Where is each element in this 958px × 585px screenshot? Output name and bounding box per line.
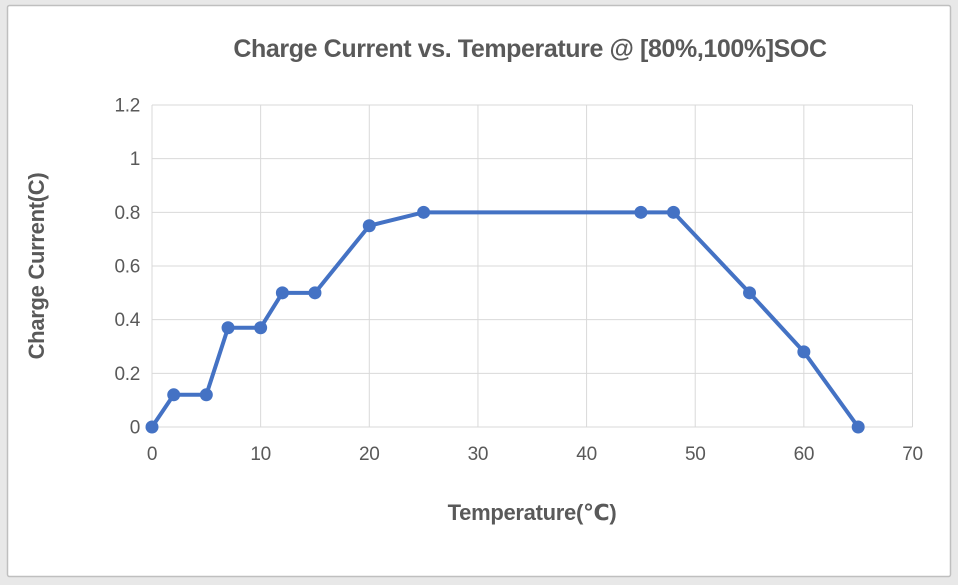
- y-tick-label: 0: [130, 418, 140, 439]
- y-tick-label: 1: [130, 149, 140, 170]
- y-axis-tick-labels: 0 0.2 0.4 0.6 0.8 1 1.2: [114, 96, 141, 439]
- series-line: [150, 210, 861, 429]
- data-point-marker: [797, 345, 811, 359]
- data-point-marker: [167, 388, 181, 402]
- data-point-marker: [275, 286, 289, 300]
- data-point-marker: [743, 286, 757, 300]
- x-tick-label: 0: [147, 444, 157, 465]
- chart-frame: [6, 4, 952, 578]
- y-tick-label: 1.2: [114, 96, 140, 117]
- data-point-marker: [221, 321, 235, 335]
- y-tick-label: 0.2: [114, 364, 140, 385]
- x-axis-title: Temperature(℃): [448, 500, 617, 525]
- x-tick-label: 70: [902, 444, 923, 465]
- data-point-marker: [851, 420, 865, 434]
- x-axis-tick-labels: 0 10 20 30 40 50 60 70: [147, 444, 923, 465]
- x-tick-label: 50: [685, 444, 706, 465]
- data-point-marker: [199, 388, 213, 402]
- data-point-marker: [362, 219, 376, 233]
- y-tick-label: 0.8: [114, 203, 140, 224]
- x-tick-label: 30: [468, 444, 489, 465]
- series-line-group: [145, 205, 865, 434]
- x-tick-label: 20: [359, 444, 380, 465]
- data-point-marker: [308, 286, 322, 300]
- y-tick-label: 0.6: [114, 257, 140, 278]
- y-tick-label: 0.4: [114, 310, 140, 331]
- y-axis-title: Charge Current(C): [24, 173, 49, 360]
- data-point-marker: [254, 321, 268, 335]
- x-tick-label: 60: [794, 444, 815, 465]
- data-point-marker: [417, 205, 431, 219]
- data-point-marker: [145, 420, 159, 434]
- data-point-marker: [634, 205, 648, 219]
- x-tick-label: 40: [576, 444, 597, 465]
- chart-title: Charge Current vs. Temperature @ [80%,10…: [233, 35, 827, 63]
- data-point-marker: [666, 205, 680, 219]
- x-tick-label: 10: [250, 444, 271, 465]
